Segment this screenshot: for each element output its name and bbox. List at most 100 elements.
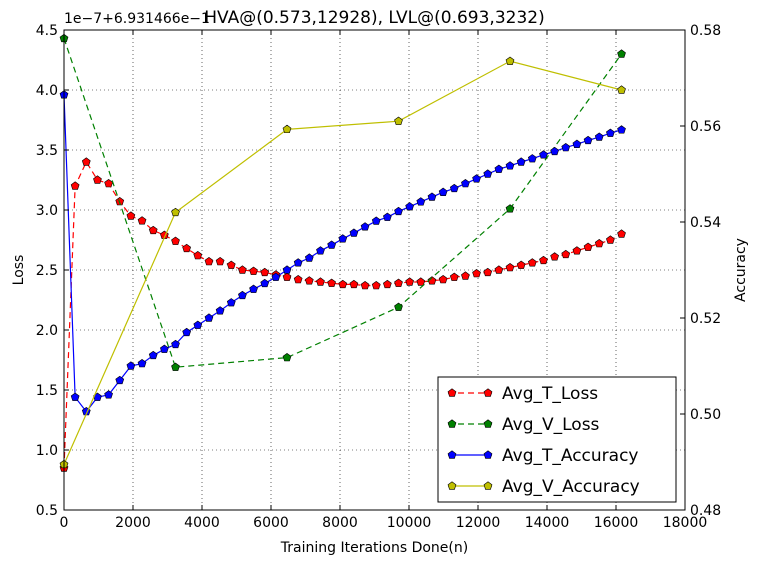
data-point bbox=[594, 132, 604, 141]
data-point bbox=[182, 243, 191, 253]
series-layer bbox=[59, 33, 626, 472]
data-point bbox=[249, 266, 258, 275]
data-point bbox=[171, 207, 180, 217]
data-point bbox=[215, 306, 225, 315]
x-tick-label: 6000 bbox=[253, 515, 289, 531]
data-point bbox=[516, 157, 526, 166]
data-point bbox=[171, 236, 180, 245]
data-point bbox=[282, 353, 292, 362]
legend-marker bbox=[483, 388, 493, 397]
data-point bbox=[449, 272, 459, 281]
x-tick-label: 16000 bbox=[594, 515, 639, 531]
legend-marker bbox=[447, 450, 457, 459]
y-right-tick-label: 0.56 bbox=[690, 119, 721, 135]
data-point bbox=[527, 154, 537, 163]
data-point bbox=[461, 271, 470, 280]
data-point bbox=[572, 139, 582, 148]
data-point bbox=[383, 279, 392, 289]
offset-label: 1e−7+6.931466e−1 bbox=[64, 11, 210, 27]
data-point bbox=[271, 272, 281, 281]
data-point bbox=[606, 235, 615, 244]
legend-marker bbox=[483, 481, 493, 490]
data-point bbox=[238, 290, 247, 300]
data-point bbox=[550, 252, 559, 261]
legend-marker bbox=[447, 481, 457, 490]
data-point bbox=[126, 361, 136, 370]
data-point bbox=[449, 183, 459, 193]
data-point bbox=[394, 302, 403, 311]
data-point bbox=[583, 242, 593, 251]
data-point bbox=[204, 257, 214, 266]
y-axis-label-left: Loss bbox=[11, 255, 27, 286]
data-point bbox=[483, 267, 493, 277]
y-left-tick-label: 0.5 bbox=[36, 503, 58, 519]
data-point bbox=[182, 327, 191, 337]
legend-label: Avg_T_Accuracy bbox=[502, 446, 638, 466]
data-point bbox=[617, 125, 626, 134]
series-line bbox=[63, 60, 622, 465]
legend-label: Avg_V_Loss bbox=[502, 415, 600, 435]
data-point bbox=[104, 179, 113, 188]
data-point bbox=[438, 275, 448, 284]
series-avg-v-loss bbox=[59, 33, 626, 371]
data-point bbox=[394, 116, 403, 125]
x-axis-label: Training Iterations Done(n) bbox=[280, 540, 468, 556]
data-point bbox=[238, 265, 247, 274]
y-axis-label-right: Accuracy bbox=[733, 238, 749, 302]
chart-title: HVA@(0.573,12928), LVL@(0.693,3232) bbox=[204, 8, 544, 28]
data-point bbox=[282, 124, 292, 134]
data-point bbox=[70, 181, 80, 190]
y-left-tick-label: 2.0 bbox=[36, 323, 58, 339]
x-tick-label: 10000 bbox=[387, 515, 432, 531]
data-point bbox=[338, 234, 348, 243]
data-point bbox=[316, 277, 325, 286]
y-left-tick-label: 2.5 bbox=[36, 263, 58, 279]
data-point bbox=[115, 375, 125, 385]
data-point bbox=[539, 150, 548, 159]
grid bbox=[64, 30, 685, 510]
data-point bbox=[494, 265, 504, 274]
data-point bbox=[148, 225, 158, 235]
series-avg-t-accuracy bbox=[59, 90, 626, 416]
data-point bbox=[583, 135, 593, 145]
y-right-tick-label: 0.54 bbox=[690, 215, 721, 231]
data-point bbox=[93, 175, 102, 184]
data-point bbox=[527, 258, 537, 267]
y-right-tick-label: 0.48 bbox=[690, 503, 721, 519]
data-point bbox=[282, 272, 292, 281]
legend-marker bbox=[447, 388, 457, 397]
data-point bbox=[550, 146, 559, 156]
y-left-tick-label: 4.0 bbox=[36, 83, 58, 99]
data-point bbox=[461, 179, 470, 188]
data-point bbox=[193, 251, 203, 260]
data-point bbox=[505, 263, 515, 272]
data-point bbox=[539, 255, 548, 265]
data-point bbox=[349, 279, 359, 289]
data-point bbox=[416, 197, 426, 206]
data-point bbox=[193, 320, 203, 329]
legend: Avg_T_Loss Avg_V_Loss Avg_T_Accuracy Avg_V_… bbox=[437, 376, 677, 503]
data-point bbox=[606, 128, 615, 137]
data-point bbox=[505, 204, 515, 213]
legend-label: Avg_T_Loss bbox=[502, 384, 598, 404]
series-line bbox=[63, 160, 622, 469]
series-line bbox=[63, 38, 623, 368]
ticks: 0 2000 4000 6000 8000 10000 12000 14000 16000 180… bbox=[36, 23, 722, 531]
x-tick-label: 4000 bbox=[184, 515, 220, 531]
data-point bbox=[617, 85, 626, 94]
data-point bbox=[349, 228, 359, 237]
y-right-tick-label: 0.58 bbox=[690, 23, 721, 39]
legend-label: Avg_V_Accuracy bbox=[502, 477, 640, 497]
data-point bbox=[81, 157, 91, 166]
legend-box bbox=[437, 376, 677, 503]
data-point bbox=[171, 362, 180, 371]
y-left-tick-label: 3.0 bbox=[36, 203, 58, 219]
data-point bbox=[427, 192, 437, 201]
legend-marker bbox=[447, 419, 457, 428]
data-point bbox=[338, 279, 348, 289]
data-point bbox=[226, 260, 236, 269]
data-point bbox=[371, 281, 381, 290]
data-point bbox=[304, 276, 314, 285]
series-avg-v-accuracy bbox=[59, 56, 626, 469]
data-point bbox=[561, 249, 571, 259]
